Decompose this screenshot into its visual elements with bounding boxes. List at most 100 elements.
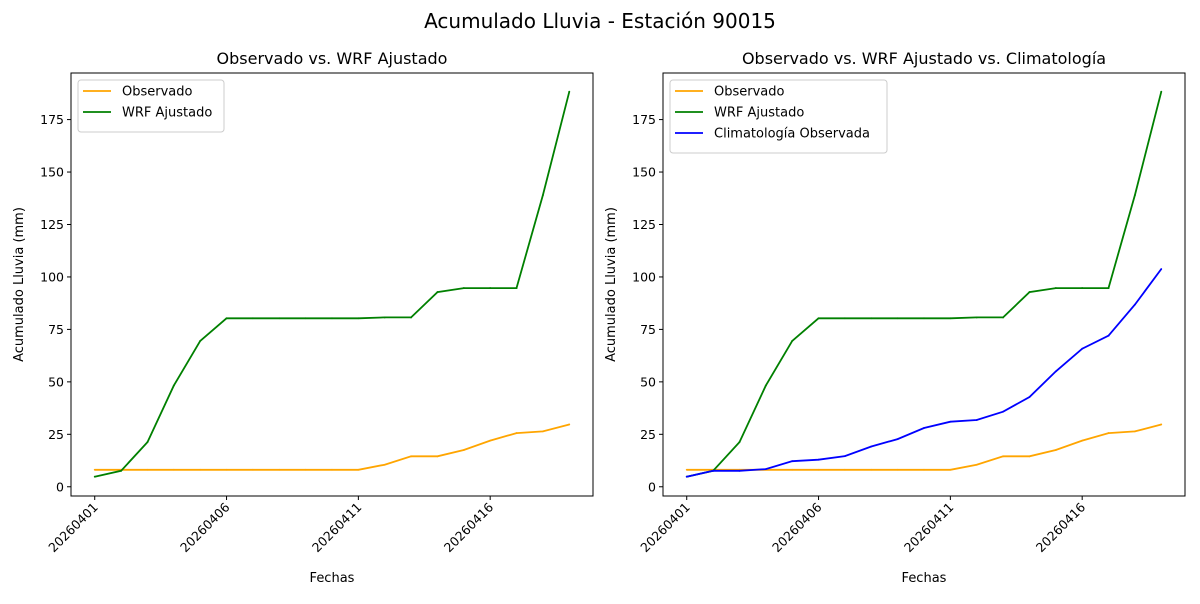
data-point [870, 445, 873, 448]
axes-frame [662, 72, 1186, 497]
data-point [975, 419, 978, 421]
legend-label: Climatología Observada [714, 127, 870, 142]
data-point [1054, 449, 1057, 451]
legend-box [77, 79, 225, 133]
data-point [1002, 455, 1004, 458]
data-point [515, 432, 518, 434]
data-point [923, 427, 925, 429]
x-axis-label: Fechas [902, 571, 947, 586]
series-line-climatolog-a-observada [686, 268, 1163, 478]
y-tick-label: 175 [40, 112, 64, 127]
y-tick-label: 100 [40, 269, 64, 284]
x-tick-label: 20260406 [769, 499, 825, 555]
y-axis-label: Acumulado Lluvia (mm) [604, 207, 619, 362]
data-point [1160, 90, 1163, 93]
legend-box [669, 79, 888, 154]
legend-label: Observado [122, 85, 193, 100]
data-point [331, 317, 333, 320]
data-point [436, 455, 439, 458]
subplot-title: Observado vs. WRF Ajustado vs. Climatolo… [742, 49, 1106, 68]
data-point [1081, 287, 1084, 289]
x-axis-label: Fechas [310, 571, 355, 586]
data-point [1002, 410, 1004, 413]
y-tick-label: 100 [632, 269, 656, 284]
data-point [1134, 303, 1136, 306]
data-point [515, 287, 518, 289]
data-point [949, 420, 952, 423]
data-point [1002, 316, 1004, 319]
data-point [949, 468, 952, 471]
y-tick-label: 75 [48, 322, 64, 337]
data-point [896, 317, 899, 320]
y-tick-label: 0 [56, 479, 64, 494]
legend-label: Observado [714, 85, 785, 100]
series-line-wrf-ajustado [94, 91, 571, 478]
data-point [225, 468, 228, 471]
data-point [817, 468, 820, 471]
x-tick-label: 20260401 [45, 500, 101, 556]
data-point [844, 468, 846, 471]
x-tick-label: 20260416 [441, 499, 497, 555]
y-tick-label: 25 [640, 427, 656, 442]
legend-label: WRF Ajustado [714, 106, 804, 121]
subplot-1: Observado vs. WRF Ajustado Fechas Acumulad… [12, 49, 594, 586]
y-tick-label: 150 [632, 165, 656, 180]
data-point [462, 449, 465, 451]
data-point [817, 458, 820, 461]
y-tick-label: 25 [48, 427, 64, 442]
data-point [542, 194, 544, 197]
data-point [331, 468, 333, 471]
data-point [923, 317, 925, 320]
data-point [93, 468, 96, 471]
subplot-title: Observado vs. WRF Ajustado [217, 49, 448, 68]
axes-frame [70, 72, 594, 497]
data-point [764, 384, 767, 387]
y-tick-label: 150 [40, 165, 64, 180]
data-point [383, 316, 386, 319]
data-point [304, 317, 307, 320]
x-tick-label: 20260411 [309, 500, 365, 556]
y-tick-label: 50 [640, 374, 656, 389]
data-point [489, 287, 492, 289]
data-point [685, 475, 688, 478]
x-tick-label: 20260406 [177, 499, 233, 555]
data-point [1081, 347, 1084, 350]
data-point [278, 317, 281, 320]
data-point [383, 463, 386, 466]
data-point [1081, 439, 1084, 442]
y-tick-label: 50 [48, 374, 64, 389]
data-point [357, 468, 360, 471]
data-point [1134, 430, 1136, 433]
x-tick-label: 20260411 [901, 500, 957, 556]
data-point [1028, 455, 1031, 458]
data-point [844, 455, 846, 458]
data-point [410, 455, 412, 458]
subplot-2: Observado vs. WRF Ajustado vs. Climatolo… [604, 49, 1186, 586]
data-point [791, 468, 794, 471]
data-point [1107, 432, 1110, 434]
data-point [146, 441, 149, 443]
x-tick-label: 20260401 [637, 500, 693, 556]
figure-suptitle: Acumulado Lluvia - Estación 90015 [424, 9, 776, 33]
data-point [1028, 291, 1031, 293]
data-point [896, 468, 899, 471]
y-axis-label: Acumulado Lluvia (mm) [12, 207, 27, 362]
data-point [1054, 370, 1057, 373]
y-tick-label: 125 [40, 217, 64, 232]
data-point [410, 316, 412, 319]
data-point [568, 423, 571, 426]
legend-label: WRF Ajustado [122, 106, 212, 121]
x-tick-label: 20260416 [1033, 499, 1089, 555]
data-point [1054, 287, 1057, 289]
y-tick-label: 75 [640, 322, 656, 337]
data-point [712, 469, 714, 472]
data-point [1134, 194, 1136, 197]
data-point [120, 469, 122, 472]
data-point [172, 468, 175, 471]
data-point [764, 468, 767, 471]
data-point [278, 468, 281, 471]
data-point [923, 468, 925, 471]
data-point [436, 291, 439, 293]
y-tick-label: 125 [632, 217, 656, 232]
